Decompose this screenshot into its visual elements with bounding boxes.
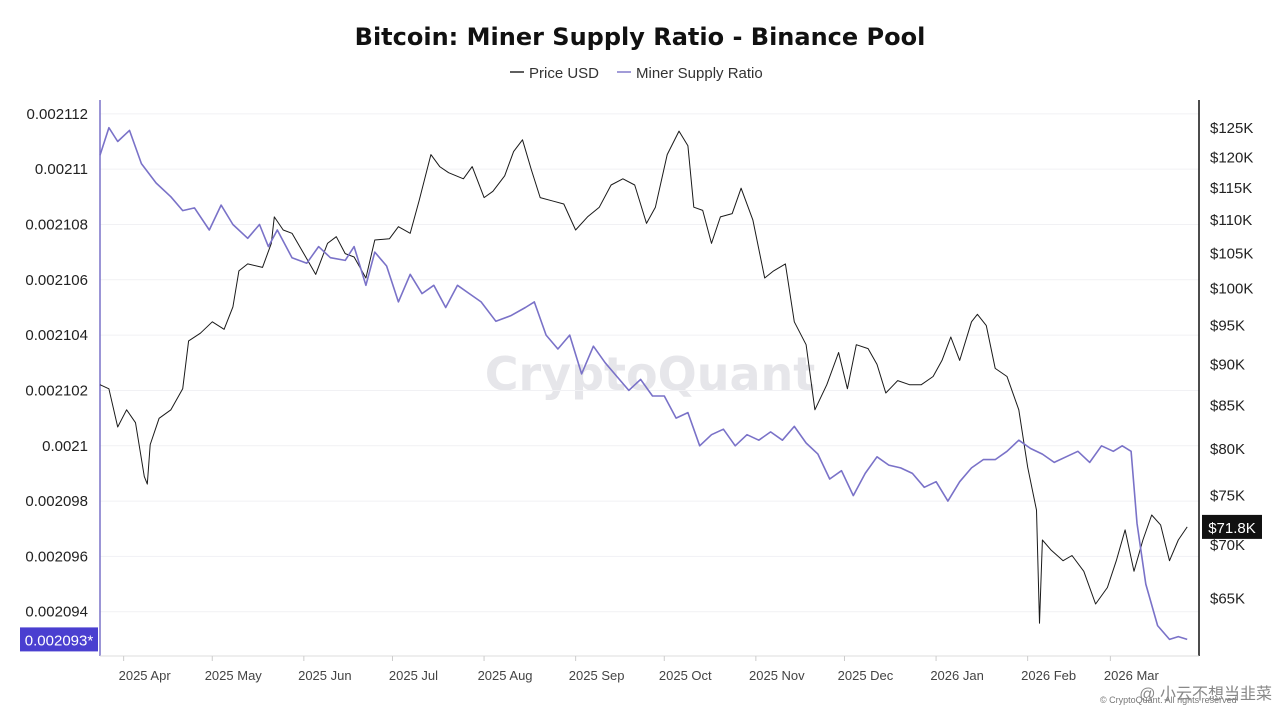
y-right-tick-label: $90K [1210, 356, 1245, 373]
x-tick-label: 2025 Aug [478, 668, 533, 683]
footer-handle: @ 小云不想当韭菜 [1139, 685, 1272, 703]
current-price-badge: $71.8K [1202, 514, 1262, 539]
y-right-tick-label: $120K [1210, 150, 1253, 167]
series-ratio-line [99, 126, 1188, 641]
y-right-tick-label: $115K [1210, 180, 1252, 197]
copyright: © CryptoQuant. All rights reserved [1100, 695, 1237, 705]
grid [100, 113, 1199, 613]
y-left-tick-label: 0.002096 [25, 548, 88, 565]
x-tick-label: 2026 Jan [930, 668, 984, 683]
y-left-tick-label: 0.002112 [27, 106, 88, 123]
x-tick-label: 2025 Nov [749, 668, 805, 683]
y-right-tick-label: $110K [1210, 212, 1252, 229]
y-right-tick-label: $70K [1210, 537, 1245, 554]
y-left-tick-label: 0.002104 [25, 327, 88, 344]
x-tick-label: 2025 May [205, 668, 263, 683]
x-tick-label: 2025 Sep [569, 668, 625, 683]
y-right-tick-label: $75K [1210, 488, 1245, 505]
y-left-tick-label: 0.002094 [25, 604, 88, 621]
y-right-tick-label: $85K [1210, 398, 1245, 415]
y-left-tick-label: 0.0021 [42, 438, 88, 455]
y-right-tick-label: $80K [1210, 441, 1245, 458]
x-tick-label: 2025 Oct [659, 668, 712, 683]
x-tick-label: 2026 Feb [1021, 668, 1076, 683]
x-tick-label: 2025 Apr [119, 668, 172, 683]
current-ratio-badge: 0.002093* [20, 627, 98, 652]
y-left-tick-label: 0.002102 [25, 382, 88, 399]
y-right-tick-label: $65K [1210, 590, 1245, 607]
y-right-tick-label: $105K [1210, 246, 1253, 263]
legend: Price USD Miner Supply Ratio [510, 65, 763, 82]
current-ratio-label: 0.002093* [25, 632, 94, 649]
y-left-tick-label: 0.00211 [35, 161, 88, 178]
current-price-label: $71.8K [1208, 520, 1256, 537]
y-left-tick-label: 0.002108 [25, 216, 88, 233]
y-left-tick-label: 0.002098 [25, 493, 88, 510]
y-right-tick-label: $95K [1210, 318, 1245, 335]
x-tick-label: 2026 Mar [1104, 668, 1160, 683]
legend-price-label: Price USD [529, 65, 599, 82]
legend-ratio-label: Miner Supply Ratio [636, 65, 763, 82]
y-left-tick-label: 0.002106 [25, 272, 88, 289]
x-tick-label: 2025 Jun [298, 668, 352, 683]
y-right-tick-label: $100K [1210, 281, 1253, 298]
series-price-line [99, 130, 1188, 624]
x-tick-label: 2025 Dec [838, 668, 894, 683]
y-right-tick-label: $125K [1210, 120, 1253, 137]
x-tick-label: 2025 Jul [389, 668, 438, 683]
chart-title: Bitcoin: Miner Supply Ratio - Binance Po… [355, 23, 926, 51]
